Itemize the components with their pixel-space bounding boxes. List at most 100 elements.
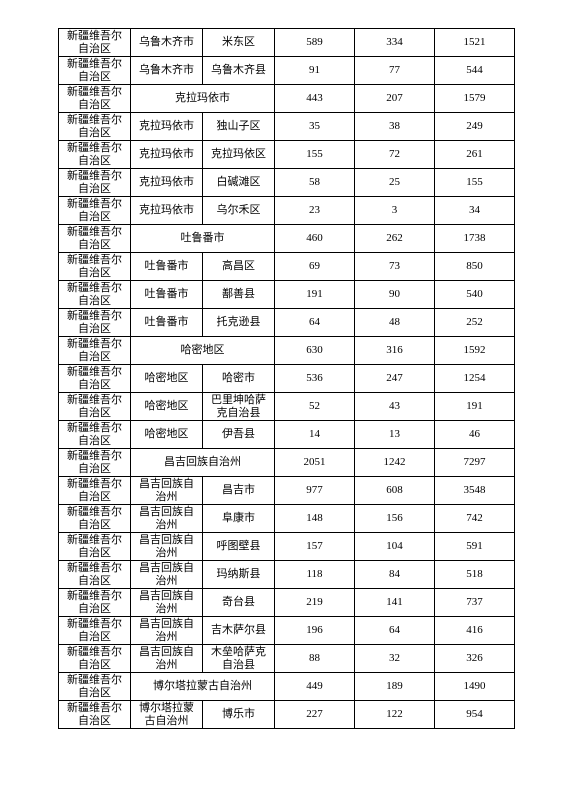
table-row: 新疆维吾尔自治区克拉玛依市克拉玛依区15572261 [59, 141, 515, 169]
table-cell: 64 [275, 309, 355, 337]
table-cell: 2051 [275, 449, 355, 477]
table-row: 新疆维吾尔自治区哈密地区巴里坤哈萨克自治县5243191 [59, 393, 515, 421]
table-cell: 新疆维吾尔自治区 [59, 141, 131, 169]
table-cell: 247 [355, 365, 435, 393]
table-cell: 新疆维吾尔自治区 [59, 113, 131, 141]
table-cell: 43 [355, 393, 435, 421]
table-cell: 新疆维吾尔自治区 [59, 533, 131, 561]
table-cell: 奇台县 [203, 589, 275, 617]
table-cell: 吐鲁番市 [131, 225, 275, 253]
table-row: 新疆维吾尔自治区吐鲁番市鄯善县19190540 [59, 281, 515, 309]
table-cell: 昌吉回族自治州 [131, 505, 203, 533]
table-cell: 克拉玛依区 [203, 141, 275, 169]
table-cell: 191 [435, 393, 515, 421]
table-cell: 米东区 [203, 29, 275, 57]
table-cell: 977 [275, 477, 355, 505]
table-row: 新疆维吾尔自治区乌鲁木齐市乌鲁木齐县9177544 [59, 57, 515, 85]
table-cell: 新疆维吾尔自治区 [59, 57, 131, 85]
table-cell: 13 [355, 421, 435, 449]
table-cell: 742 [435, 505, 515, 533]
table-cell: 新疆维吾尔自治区 [59, 197, 131, 225]
table-cell: 哈密地区 [131, 337, 275, 365]
table-cell: 托克逊县 [203, 309, 275, 337]
table-cell: 新疆维吾尔自治区 [59, 393, 131, 421]
table-row: 新疆维吾尔自治区哈密地区哈密市5362471254 [59, 365, 515, 393]
table-cell: 1592 [435, 337, 515, 365]
table-row: 新疆维吾尔自治区克拉玛依市乌尔禾区23334 [59, 197, 515, 225]
table-cell: 449 [275, 673, 355, 701]
table-cell: 博尔塔拉蒙古自治州 [131, 673, 275, 701]
table-cell: 191 [275, 281, 355, 309]
table-cell: 哈密地区 [131, 393, 203, 421]
table-cell: 昌吉市 [203, 477, 275, 505]
table-cell: 乌尔禾区 [203, 197, 275, 225]
table-cell: 新疆维吾尔自治区 [59, 253, 131, 281]
table-cell: 博乐市 [203, 701, 275, 729]
table-cell: 昌吉回族自治州 [131, 645, 203, 673]
table-cell: 克拉玛依市 [131, 85, 275, 113]
table-cell: 156 [355, 505, 435, 533]
table-row: 新疆维吾尔自治区克拉玛依市独山子区3538249 [59, 113, 515, 141]
table-cell: 鄯善县 [203, 281, 275, 309]
table-row: 新疆维吾尔自治区昌吉回族自治州奇台县219141737 [59, 589, 515, 617]
table-cell: 1738 [435, 225, 515, 253]
table-cell: 122 [355, 701, 435, 729]
table-cell: 昌吉回族自治州 [131, 561, 203, 589]
table-row: 新疆维吾尔自治区昌吉回族自治州玛纳斯县11884518 [59, 561, 515, 589]
table-cell: 196 [275, 617, 355, 645]
table-cell: 261 [435, 141, 515, 169]
table-cell: 141 [355, 589, 435, 617]
table-cell: 88 [275, 645, 355, 673]
table-cell: 589 [275, 29, 355, 57]
table-row: 新疆维吾尔自治区昌吉回族自治州呼图壁县157104591 [59, 533, 515, 561]
table-cell: 克拉玛依市 [131, 197, 203, 225]
table-cell: 高昌区 [203, 253, 275, 281]
table-cell: 544 [435, 57, 515, 85]
table-cell: 昌吉回族自治州 [131, 617, 203, 645]
table-row: 新疆维吾尔自治区昌吉回族自治州吉木萨尔县19664416 [59, 617, 515, 645]
table-cell: 乌鲁木齐县 [203, 57, 275, 85]
table-cell: 新疆维吾尔自治区 [59, 673, 131, 701]
table-cell: 伊吾县 [203, 421, 275, 449]
table-cell: 新疆维吾尔自治区 [59, 477, 131, 505]
table-cell: 新疆维吾尔自治区 [59, 29, 131, 57]
table-cell: 新疆维吾尔自治区 [59, 589, 131, 617]
table-cell: 52 [275, 393, 355, 421]
table-cell: 207 [355, 85, 435, 113]
table-cell: 7297 [435, 449, 515, 477]
table-cell: 白碱滩区 [203, 169, 275, 197]
table-row: 新疆维吾尔自治区昌吉回族自治州205112427297 [59, 449, 515, 477]
table-cell: 90 [355, 281, 435, 309]
table-cell: 155 [275, 141, 355, 169]
table-cell: 新疆维吾尔自治区 [59, 365, 131, 393]
table-cell: 克拉玛依市 [131, 169, 203, 197]
table-row: 新疆维吾尔自治区克拉玛依市白碱滩区5825155 [59, 169, 515, 197]
table-cell: 249 [435, 113, 515, 141]
table-cell: 58 [275, 169, 355, 197]
table-cell: 219 [275, 589, 355, 617]
table-cell: 34 [435, 197, 515, 225]
table-cell: 32 [355, 645, 435, 673]
table-cell: 哈密地区 [131, 365, 203, 393]
table-cell: 新疆维吾尔自治区 [59, 309, 131, 337]
table-cell: 737 [435, 589, 515, 617]
table-body: 新疆维吾尔自治区乌鲁木齐市米东区5893341521新疆维吾尔自治区乌鲁木齐市乌… [59, 29, 515, 729]
table-cell: 91 [275, 57, 355, 85]
table-row: 新疆维吾尔自治区昌吉回族自治州木垒哈萨克自治县8832326 [59, 645, 515, 673]
data-table: 新疆维吾尔自治区乌鲁木齐市米东区5893341521新疆维吾尔自治区乌鲁木齐市乌… [58, 28, 515, 729]
table-cell: 新疆维吾尔自治区 [59, 645, 131, 673]
table-cell: 540 [435, 281, 515, 309]
table-cell: 新疆维吾尔自治区 [59, 505, 131, 533]
table-cell: 69 [275, 253, 355, 281]
table-row: 新疆维吾尔自治区哈密地区伊吾县141346 [59, 421, 515, 449]
table-cell: 262 [355, 225, 435, 253]
table-row: 新疆维吾尔自治区乌鲁木齐市米东区5893341521 [59, 29, 515, 57]
table-cell: 148 [275, 505, 355, 533]
table-cell: 630 [275, 337, 355, 365]
table-cell: 新疆维吾尔自治区 [59, 169, 131, 197]
table-cell: 3 [355, 197, 435, 225]
table-cell: 416 [435, 617, 515, 645]
table-cell: 玛纳斯县 [203, 561, 275, 589]
table-cell: 克拉玛依市 [131, 141, 203, 169]
table-cell: 新疆维吾尔自治区 [59, 701, 131, 729]
